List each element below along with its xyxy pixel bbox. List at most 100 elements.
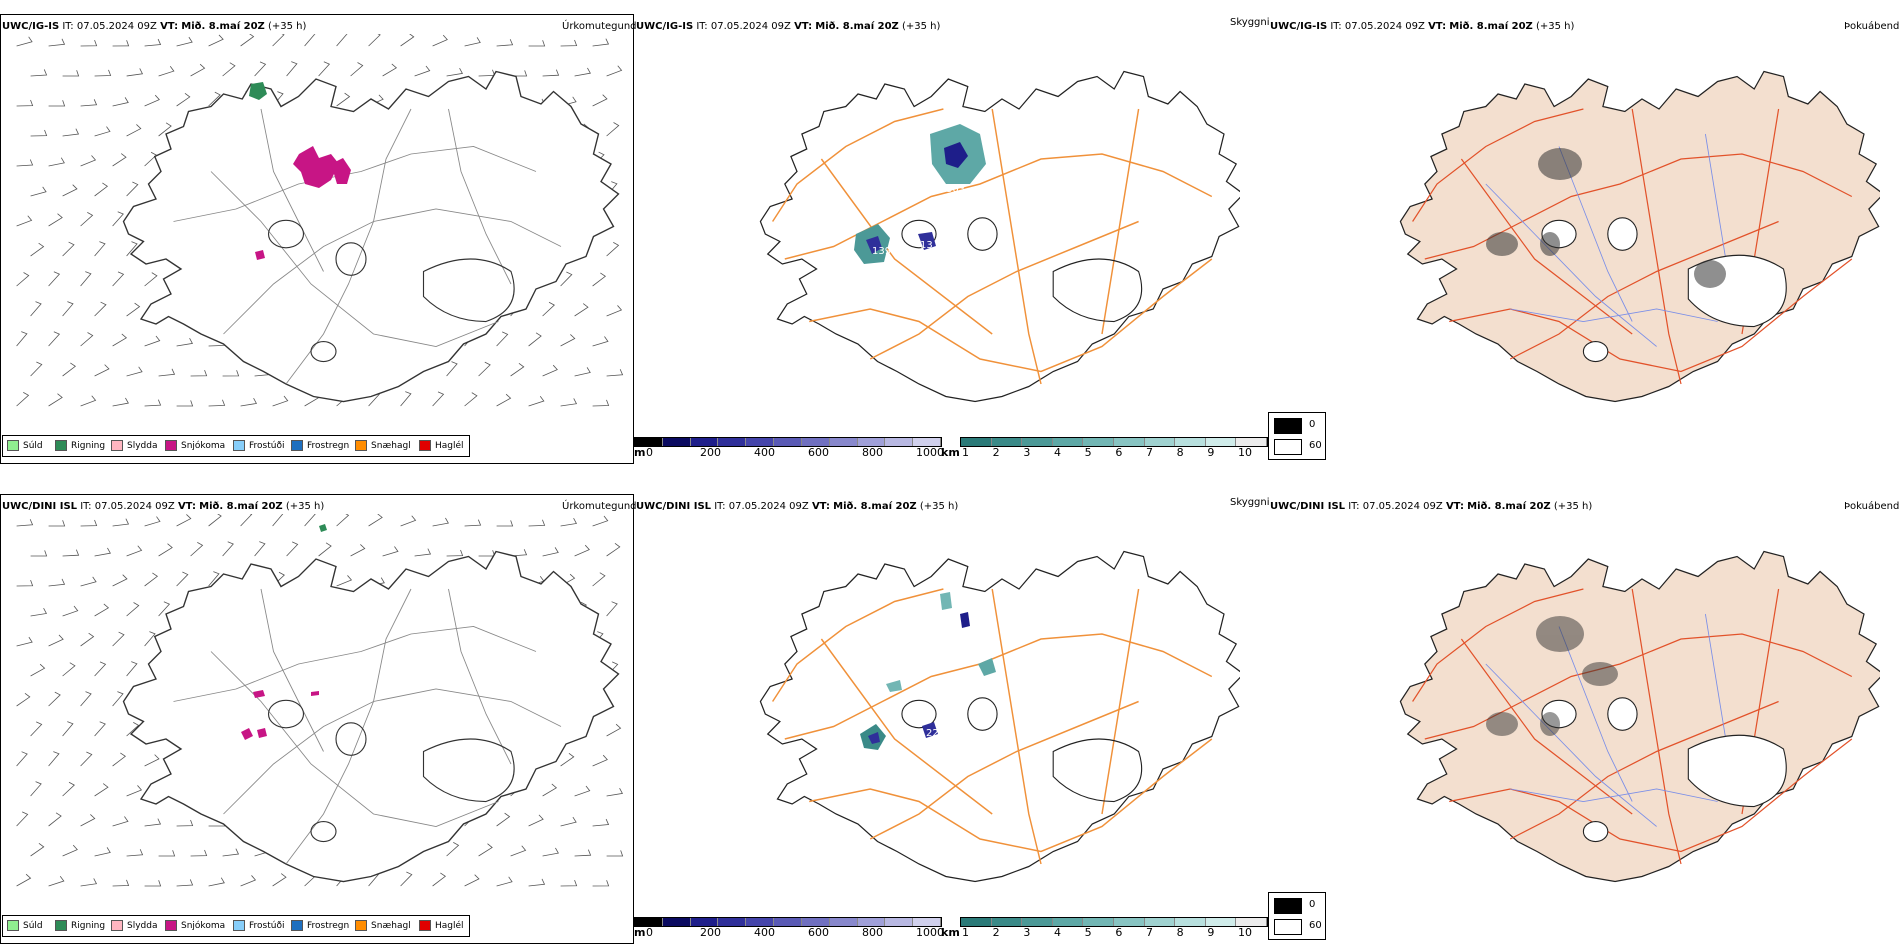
legend-swatch — [355, 440, 367, 451]
wind-barb — [126, 124, 142, 137]
wind-barb — [126, 849, 144, 857]
wind-barb — [286, 541, 299, 557]
legend-item-frostregn: Frostregn — [291, 440, 349, 451]
colorbar-segment — [1175, 918, 1206, 926]
wind-barb — [496, 520, 514, 527]
colorbar-segment — [913, 918, 941, 926]
wind-barb — [240, 397, 258, 407]
wind-barb — [94, 661, 107, 677]
wind-barb — [240, 875, 257, 887]
wind-barb — [16, 873, 32, 887]
initial-time: 07.05.2024 09Z — [76, 21, 157, 32]
fog-swatch-60 — [1274, 439, 1302, 455]
wind-barb — [112, 752, 127, 767]
model-header: UWC/DINI ISL IT: 07.05.2024 09Z VT: Mið.… — [636, 501, 958, 512]
precip-map — [16, 514, 624, 887]
colorbar-unit-km: km — [941, 446, 960, 459]
legend-label: Snjókoma — [181, 441, 226, 451]
fog-label-0: 0 — [1309, 419, 1316, 430]
fog-swatch-0 — [1274, 418, 1302, 434]
wind-barb — [16, 392, 30, 407]
wind-barb — [126, 366, 143, 377]
colorbar-tick: 4 — [1054, 446, 1061, 459]
wind-barb — [158, 601, 171, 617]
wind-barb — [318, 61, 331, 77]
panel-title-fog: Þokuábendi — [1844, 501, 1900, 512]
wind-barb — [606, 242, 620, 257]
wind-barb — [592, 515, 609, 527]
colorbar-tick: 8 — [1176, 926, 1184, 939]
wind-barb — [272, 34, 285, 47]
colorbar-tick: 7 — [1146, 446, 1153, 459]
wind-barb — [272, 395, 289, 407]
wind-barb — [190, 542, 204, 557]
wind-barb — [176, 571, 189, 587]
wind-barb — [368, 514, 383, 527]
colorbar-tick: 9 — [1207, 926, 1215, 939]
wind-barb — [542, 364, 558, 377]
wind-barb — [62, 549, 80, 557]
it-label: IT: — [80, 501, 92, 512]
visibility-value-labels: 303 139 13 — [872, 184, 965, 257]
wind-barb — [62, 605, 79, 617]
colorbar-tick: 600 — [808, 446, 829, 459]
legend-label: Frostregn — [307, 921, 350, 931]
it-label: IT: — [696, 21, 708, 32]
wind-barb — [94, 847, 111, 857]
wind-barb — [16, 693, 31, 707]
wind-barb — [112, 879, 130, 887]
fog-map — [1399, 70, 1880, 403]
colorbar-segment — [1113, 918, 1145, 926]
wind-barb — [144, 399, 162, 407]
colorbar-ticks-m: 0 200 400 600 800 1000 — [646, 926, 944, 940]
wind-barb — [574, 303, 589, 317]
wind-barb — [606, 305, 623, 317]
wind-barb — [528, 396, 545, 407]
wind-barb — [350, 544, 366, 557]
wind-barb — [112, 518, 130, 527]
wind-barb — [80, 878, 98, 887]
visibility-colorbar-km — [960, 437, 1268, 447]
initial-time: 07.05.2024 09Z — [710, 21, 791, 32]
colorbar-segment — [1083, 918, 1114, 926]
wind-barb — [286, 61, 298, 77]
wind-barb — [496, 393, 512, 407]
wind-barb — [478, 843, 493, 857]
colorbar-segment — [885, 918, 914, 926]
fog-shading — [1486, 148, 1726, 288]
wind-barb — [574, 544, 590, 557]
wind-barb — [464, 392, 478, 407]
fog-label-0: 0 — [1309, 899, 1316, 910]
colorbar-tick: 3 — [1023, 446, 1031, 459]
wind-barb — [80, 576, 97, 587]
wind-barb — [48, 38, 66, 47]
visibility-label: 22 — [926, 728, 939, 739]
wind-barb — [496, 39, 514, 47]
colorbar-segment — [801, 918, 830, 926]
lead-time: (+35 h) — [267, 21, 307, 32]
wind-barb — [126, 785, 143, 797]
wind-barb — [80, 519, 98, 527]
colorbar-segment — [801, 438, 830, 446]
colorbar-segment — [718, 438, 747, 446]
wind-barb — [16, 99, 34, 107]
colorbar-segment — [746, 438, 775, 446]
wind-barb — [144, 335, 161, 347]
legend-label: Frostregn — [307, 441, 350, 451]
colorbar-tick: 3 — [1023, 926, 1031, 939]
it-label: IT: — [62, 21, 74, 32]
wind-barb — [432, 517, 449, 527]
wind-barb — [400, 871, 413, 887]
legend-item-snaehagl: Snæhagl — [355, 920, 411, 931]
wind-barb — [528, 878, 546, 887]
fog-shading — [1486, 616, 1618, 736]
colorbar-segment — [1205, 918, 1237, 926]
colorbar-segment — [1175, 438, 1206, 446]
wind-barb — [496, 876, 513, 887]
row-0: UWC/IG-IS IT: 07.05.2024 09Z VT: Mið. 8.… — [0, 0, 1900, 470]
wind-barb — [158, 122, 172, 137]
legend-item-frostudi: Frostúði — [233, 440, 284, 451]
colorbar-tick: 800 — [862, 926, 883, 939]
wind-barb — [94, 721, 106, 737]
colorbar-segment — [690, 918, 719, 926]
